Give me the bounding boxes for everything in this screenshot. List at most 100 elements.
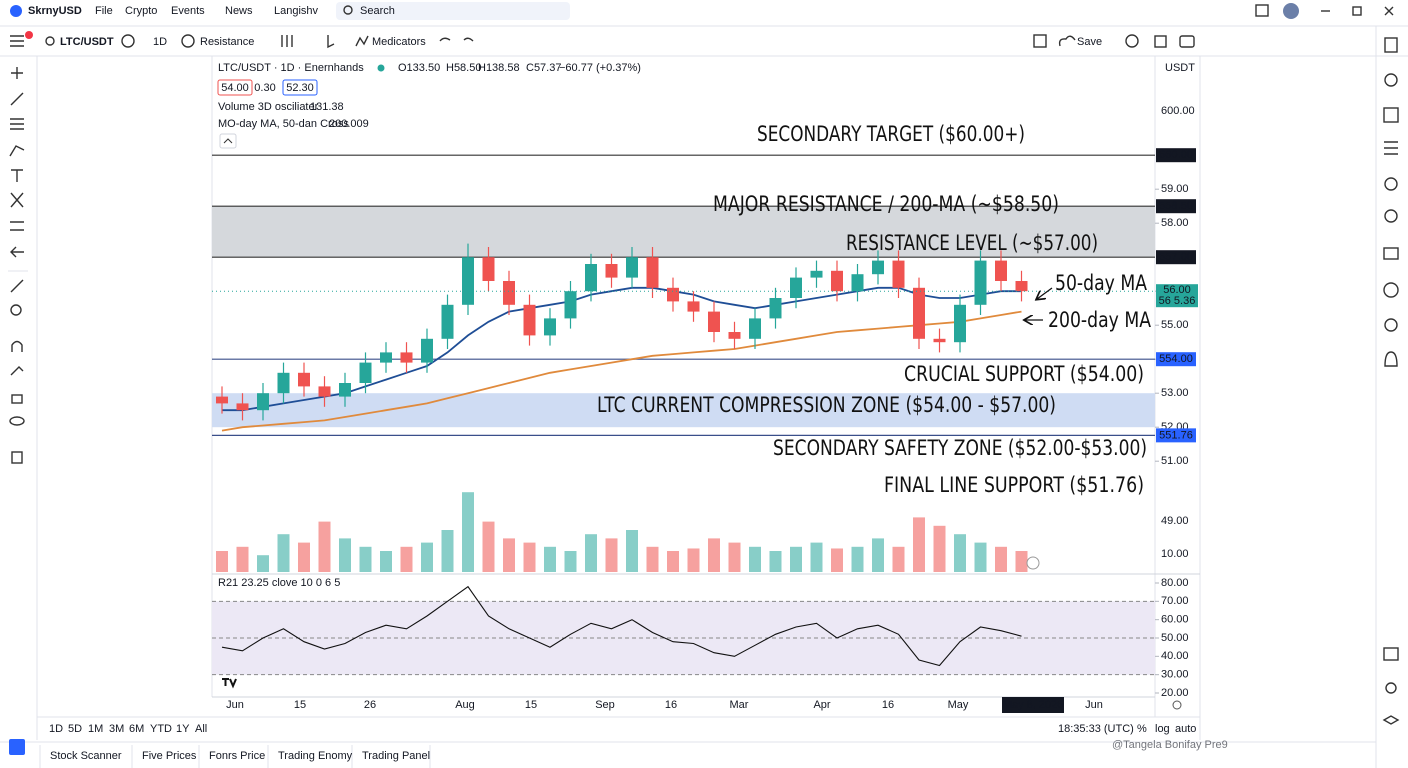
- legend-ohlc: O133.50: [398, 62, 440, 74]
- add-symbol[interactable]: [121, 34, 135, 48]
- range-button[interactable]: All: [195, 723, 207, 735]
- calendar-icon[interactable]: [1384, 177, 1398, 191]
- y-tick-label: 20.00: [1161, 687, 1189, 699]
- ideas-icon[interactable]: [1384, 209, 1398, 223]
- collapse-button[interactable]: [219, 133, 237, 149]
- candle-body: [359, 362, 372, 383]
- x-tick-label: Apr: [813, 699, 830, 711]
- indicators-icon[interactable]: [355, 35, 369, 47]
- brand[interactable]: SkrnyUSD: [28, 5, 82, 17]
- rsi-line: [221, 585, 1022, 667]
- candle-body: [298, 372, 310, 387]
- menu-item[interactable]: Langishv: [274, 5, 319, 17]
- range-button[interactable]: 1D: [49, 723, 63, 735]
- range-button[interactable]: YTD: [150, 723, 172, 735]
- fullscreen-icon[interactable]: [1154, 35, 1167, 48]
- avatar[interactable]: [1283, 3, 1299, 19]
- menu-icon[interactable]: [10, 35, 24, 47]
- brush-tool[interactable]: [10, 221, 24, 231]
- axis-settings[interactable]: [1172, 700, 1182, 710]
- candle-body: [687, 301, 700, 312]
- text-tool[interactable]: [11, 169, 23, 182]
- cloud-icon[interactable]: [1058, 35, 1076, 47]
- range-button[interactable]: 1M: [88, 723, 103, 735]
- alerts-icon[interactable]: [1384, 73, 1398, 87]
- price-badge: [1156, 295, 1198, 308]
- symbol-search-icon[interactable]: [45, 36, 55, 46]
- chat-icon[interactable]: [1255, 4, 1269, 17]
- menu-item[interactable]: Events: [171, 5, 205, 17]
- hotlist-icon[interactable]: [1383, 282, 1399, 298]
- range-button[interactable]: 3M: [109, 723, 124, 735]
- bell-icon[interactable]: [1384, 351, 1398, 367]
- help-icon[interactable]: [1383, 647, 1399, 661]
- settings-icon[interactable]: [1125, 34, 1139, 48]
- candle-body: [523, 304, 536, 336]
- pattern-tool[interactable]: [9, 145, 25, 157]
- bars-icon[interactable]: [281, 35, 293, 47]
- crosshair-tool[interactable]: [11, 67, 23, 79]
- close[interactable]: [1384, 6, 1394, 16]
- tab[interactable]: Five Prices: [142, 750, 197, 762]
- volume-bar: [769, 551, 782, 572]
- currency[interactable]: USDT: [1165, 62, 1195, 74]
- volume-bar: [851, 546, 864, 572]
- interval[interactable]: 1D: [153, 36, 167, 48]
- menu-item[interactable]: News: [225, 5, 253, 17]
- chat-side-icon[interactable]: [1383, 247, 1399, 260]
- range-button[interactable]: 6M: [129, 723, 144, 735]
- volume-axis-label: 10.00: [1161, 548, 1189, 560]
- ruler-tool[interactable]: [10, 279, 24, 293]
- tab[interactable]: Fonrs Price: [209, 750, 265, 762]
- range-button[interactable]: 5D: [68, 723, 82, 735]
- visibility-tool[interactable]: [9, 416, 25, 426]
- x-tick-label: 15: [525, 699, 537, 711]
- layout-icon[interactable]: [1033, 34, 1047, 48]
- compare-icon[interactable]: [327, 35, 335, 49]
- indicators-button[interactable]: Medicators: [372, 36, 426, 48]
- undo[interactable]: [439, 37, 451, 42]
- candle-body: [462, 257, 474, 305]
- redo[interactable]: [463, 37, 474, 42]
- magnet-tool[interactable]: [11, 340, 23, 353]
- scale-option[interactable]: auto: [1175, 723, 1196, 735]
- zoom-tool[interactable]: [10, 304, 22, 316]
- draw-mode-tool[interactable]: [10, 366, 24, 376]
- search-placeholder[interactable]: Search: [360, 5, 395, 17]
- trash-tool[interactable]: [11, 451, 23, 464]
- scale-option[interactable]: %: [1137, 723, 1147, 735]
- maximize[interactable]: [1352, 6, 1362, 16]
- logo[interactable]: [10, 5, 22, 17]
- back-tool[interactable]: [10, 246, 24, 258]
- notifications-icon[interactable]: [1384, 318, 1398, 332]
- search-box[interactable]: [336, 2, 570, 20]
- menu-item[interactable]: Crypto: [125, 5, 157, 17]
- scale-option[interactable]: log: [1155, 723, 1170, 735]
- lock-tool[interactable]: [11, 394, 23, 404]
- menu-item[interactable]: File: [95, 5, 113, 17]
- indicator-button[interactable]: Resistance: [200, 36, 254, 48]
- symbol[interactable]: LTC/USDT: [60, 36, 114, 48]
- legend-box: [217, 79, 253, 96]
- fib-tool[interactable]: [10, 118, 24, 130]
- line-tool[interactable]: [10, 92, 24, 106]
- watchlist-icon[interactable]: [1384, 37, 1398, 53]
- camera-icon[interactable]: [1179, 35, 1195, 48]
- legend-title: LTC/USDT · 1D · Enernhands: [218, 62, 364, 74]
- y-tick-label: 53.00: [1161, 387, 1189, 399]
- data-window-icon[interactable]: [1383, 107, 1399, 123]
- tab[interactable]: Trading Panel: [362, 750, 430, 762]
- news-icon[interactable]: [1384, 141, 1398, 155]
- broadcast-icon[interactable]: [1385, 682, 1397, 694]
- indicator-icon[interactable]: [181, 34, 195, 48]
- scroll-icon[interactable]: [1026, 556, 1040, 570]
- range-button[interactable]: 1Y: [176, 723, 190, 735]
- projection-tool[interactable]: [10, 192, 24, 208]
- volume-bar: [503, 538, 515, 572]
- layers-icon[interactable]: [1382, 715, 1400, 725]
- legend-ma-value: 200.009: [329, 118, 369, 130]
- tab[interactable]: Stock Scanner: [50, 750, 122, 762]
- save-button[interactable]: Save: [1077, 36, 1102, 48]
- tab[interactable]: Trading Enomy: [278, 750, 353, 762]
- panel-toggle[interactable]: [9, 739, 25, 755]
